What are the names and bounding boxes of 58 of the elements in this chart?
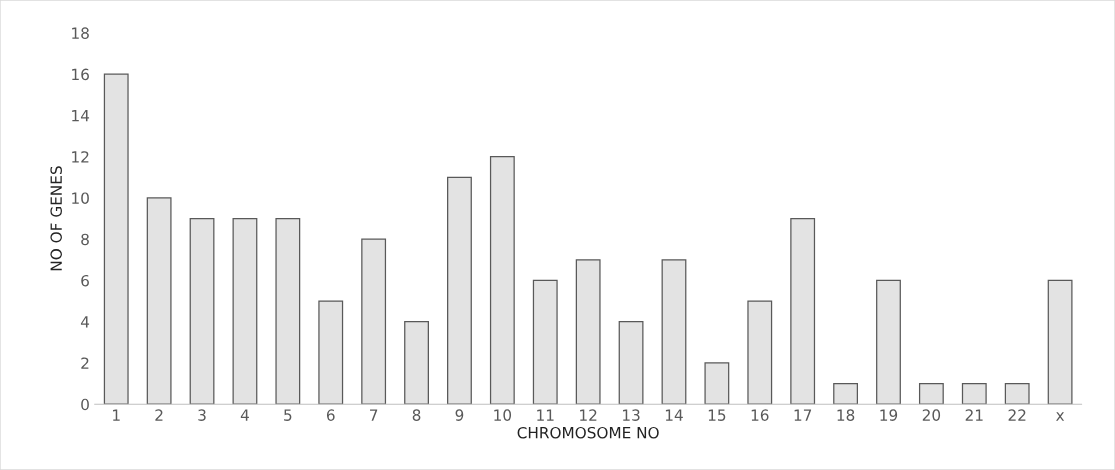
x-tick-label: 1 (113, 409, 120, 421)
bar (489, 156, 515, 405)
bar (575, 259, 601, 405)
bar (876, 279, 901, 405)
bar (146, 197, 172, 405)
x-tick-label: 10 (494, 409, 512, 421)
y-tick-label: 2 (81, 357, 89, 369)
bar (189, 217, 215, 405)
bar (618, 321, 644, 405)
bar (532, 279, 558, 405)
bar (275, 217, 301, 405)
y-tick-label: 0 (81, 398, 89, 411)
y-tick-label: 18 (72, 27, 89, 39)
bar (1004, 382, 1030, 405)
bar (661, 259, 687, 405)
y-tick-label: 6 (81, 274, 89, 287)
bar (447, 176, 472, 405)
x-tick-label: 19 (880, 409, 898, 421)
bar (790, 217, 816, 405)
x-tick-label: 5 (284, 409, 292, 421)
y-tick-label: 12 (72, 151, 89, 163)
x-tick-label: 22 (1008, 409, 1026, 421)
x-tick-label: 2 (155, 409, 163, 421)
x-tick-label: 14 (665, 409, 683, 421)
x-tick-label: 7 (370, 409, 378, 421)
y-tick-label: 16 (72, 68, 89, 81)
x-tick-label: 15 (708, 409, 726, 421)
bar (361, 238, 387, 405)
x-tick-label: 3 (198, 409, 206, 421)
bar (1047, 279, 1073, 405)
x-tick-label: 20 (922, 409, 941, 421)
x-tick-label: 13 (623, 409, 640, 421)
x-tick-label: 11 (537, 409, 554, 421)
bar (318, 300, 344, 405)
x-axis-title: CHROMOSOME NO (517, 426, 659, 439)
x-tick-label: 8 (412, 409, 421, 421)
y-axis-title: NO OF GENES (50, 166, 62, 271)
bar (918, 382, 944, 405)
y-tick-label: 10 (72, 192, 89, 204)
x-tick-label: 21 (965, 409, 983, 421)
x-tick-label: 17 (794, 409, 812, 421)
x-tick-label: 4 (240, 409, 249, 421)
y-tick-label: 4 (80, 316, 90, 328)
x-tick-label: 16 (751, 409, 769, 421)
bar (704, 362, 730, 405)
bar (961, 382, 987, 405)
x-tick-label: 12 (580, 409, 597, 421)
bar (833, 382, 859, 405)
x-tick-label: 9 (455, 409, 464, 421)
y-tick-label: 8 (81, 233, 89, 246)
bar (404, 321, 429, 405)
x-tick-label: 18 (837, 409, 855, 421)
bar (232, 217, 258, 405)
x-tick-label: 6 (326, 409, 335, 421)
bar (747, 300, 773, 405)
x-tick-label: x (1056, 412, 1065, 421)
y-tick-label: 14 (72, 110, 90, 122)
bar (103, 73, 129, 405)
